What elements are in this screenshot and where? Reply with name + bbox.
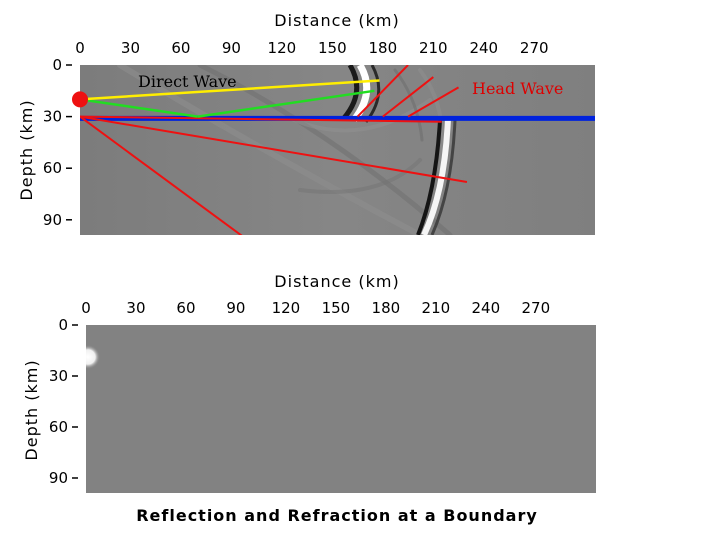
source-marker [72,91,88,108]
bottom-wavefield [86,325,596,493]
direct-wave-label: Direct Wave [138,72,237,91]
wavefield-texture [117,65,453,235]
head-wave-label: Head Wave [472,79,563,98]
figure-caption: Reflection and Refraction at a Boundary [136,506,538,525]
direct-ray [80,79,380,101]
top-x-tick-label: 0 [75,39,85,57]
top-x-axis-title: Distance (km) [274,11,399,30]
top-x-tick-label: 270 [520,39,549,57]
transmitted-wavefront [416,117,457,235]
top-y-tick-label: 30 [43,108,62,126]
bottom-x-tick-label: 0 [81,299,91,317]
bottom-x-tick-label: 90 [226,299,245,317]
refracted-ray [80,115,243,235]
head-wave-boundary-ray [80,115,442,123]
top-x-tick-labels: 0 30 60 90 120 150 180 210 240 270 [75,39,548,57]
top-y-tick-labels: 0 30 60 90 [43,56,72,229]
head-wave-ray [382,76,434,118]
reflected-ray-up [197,89,375,118]
bottom-x-tick-label: 270 [521,299,550,317]
top-x-tick-label: 90 [222,39,241,57]
top-y-tick-label: 60 [43,159,62,177]
head-wave-ray [407,86,460,118]
bottom-panel: Distance (km) Depth (km) 0 30 60 90 120 150 18… [22,272,596,525]
bottom-x-tick-label: 30 [126,299,145,317]
bottom-y-tick-labels: 0 30 60 90 [49,316,78,487]
top-y-axis-title: Depth (km) [17,99,36,200]
top-x-tick-label: 30 [121,39,140,57]
source-pulse [86,345,100,369]
bottom-y-tick-label: 30 [49,367,68,385]
reflected-ray-down [80,98,198,118]
top-y-tick-label: 0 [52,56,62,74]
top-x-tick-label: 210 [419,39,448,57]
top-y-tick-label: 90 [43,211,62,229]
refracted-ray [80,115,468,183]
top-x-tick-label: 180 [368,39,397,57]
top-x-tick-label: 240 [469,39,498,57]
top-x-tick-label: 120 [268,39,297,57]
bottom-x-tick-label: 210 [422,299,451,317]
bottom-y-tick-label: 60 [49,418,68,436]
bottom-x-axis-title: Distance (km) [274,272,399,291]
rays [80,65,468,235]
bottom-y-tick-label: 90 [49,469,68,487]
bottom-x-tick-labels: 0 30 60 90 120 150 180 210 240 270 [81,299,550,317]
top-panel: Distance (km) Depth (km) 0 30 60 90 120 150 18… [17,11,595,235]
bottom-y-tick-label: 0 [58,316,68,334]
bottom-x-tick-label: 60 [176,299,195,317]
bottom-x-tick-label: 150 [322,299,351,317]
bottom-x-tick-label: 120 [272,299,301,317]
top-x-tick-label: 60 [171,39,190,57]
bottom-x-tick-label: 240 [472,299,501,317]
bottom-y-axis-title: Depth (km) [22,359,41,460]
bottom-x-tick-label: 180 [372,299,401,317]
top-x-tick-label: 150 [318,39,347,57]
head-wave-ray [356,65,409,118]
